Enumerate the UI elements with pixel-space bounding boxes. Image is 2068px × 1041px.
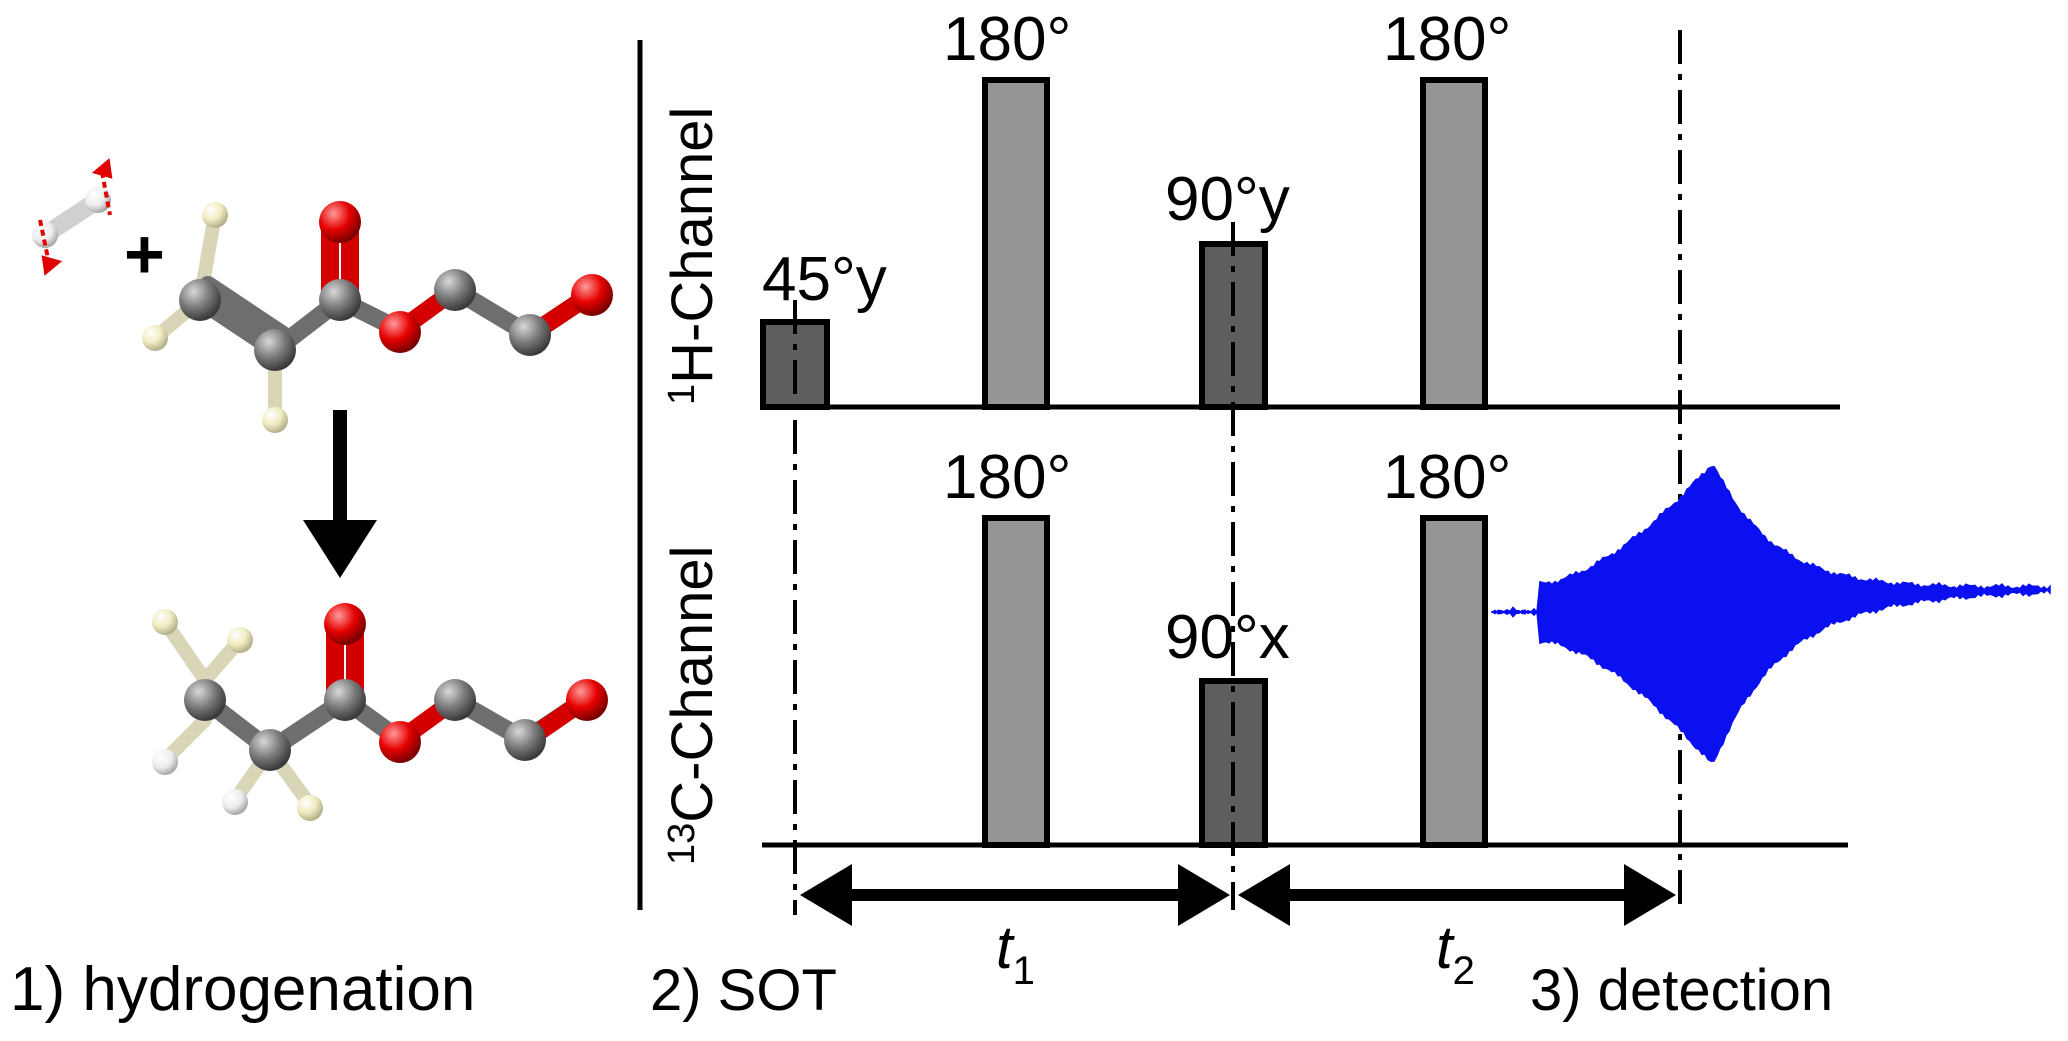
t1-label: t1 xyxy=(996,914,1035,993)
proton-pulse-180-a xyxy=(982,77,1050,410)
hydrogen-atom xyxy=(262,407,288,433)
pulse-label-180-c2: 180° xyxy=(1383,443,1511,512)
reactant-molecule xyxy=(142,201,613,433)
carbon-atom xyxy=(324,679,366,721)
down-arrow-icon xyxy=(303,410,377,578)
oxygen-atom xyxy=(324,603,366,645)
spin-arrow-icon xyxy=(38,158,113,276)
pulse-label-90y: 90°y xyxy=(1165,165,1290,234)
oxygen-atom xyxy=(379,311,421,353)
pulse-label-180-h1: 180° xyxy=(943,5,1071,74)
carbon-atom xyxy=(434,679,476,721)
t1-interval-arrow xyxy=(800,864,1230,926)
hydrogen-atom xyxy=(297,795,323,821)
proton-pulse-180-b xyxy=(1420,77,1488,410)
pulse-sequence-panel: 1H-Channel 13C-Channel 45°y 180° 90°y 18… xyxy=(637,5,2051,1023)
oxygen-atom xyxy=(319,201,361,243)
pulse-label-45y: 45°y xyxy=(762,245,887,314)
carbon-atom xyxy=(184,679,226,721)
t2-interval-arrow xyxy=(1238,864,1676,926)
pulse-label-180-h2: 180° xyxy=(1383,5,1511,74)
oxygen-atom xyxy=(566,679,608,721)
carbon-pulse-180-b xyxy=(1420,515,1488,848)
hydrogen-atom xyxy=(85,187,111,213)
oxygen-atom xyxy=(571,274,613,316)
hydrogen-atom xyxy=(152,609,178,635)
pulse-label-90x: 90°x xyxy=(1165,603,1290,672)
carbon-atom xyxy=(249,729,291,771)
hydrogenation-panel: + xyxy=(10,158,613,1024)
oxygen-atom xyxy=(379,721,421,763)
step-sot-label: 2) SOT xyxy=(650,958,837,1023)
hydrogen-atom xyxy=(202,202,228,228)
pulse-label-180-c1: 180° xyxy=(943,443,1071,512)
product-molecule xyxy=(152,603,608,821)
hydrogen-atom xyxy=(152,749,178,775)
para-hydrogen-molecule xyxy=(32,158,113,276)
t2-label: t2 xyxy=(1436,914,1475,993)
carbon-atom xyxy=(179,279,221,321)
carbon-atom xyxy=(509,314,551,356)
plus-sign: + xyxy=(124,215,165,293)
proton-channel-label: 1H-Channel xyxy=(660,107,725,405)
hydrogen-atom xyxy=(142,325,168,351)
hydrogen-atom xyxy=(227,627,253,653)
step-detection-label: 3) detection xyxy=(1530,958,1833,1023)
carbon-pulse-180-a xyxy=(982,515,1050,848)
step-hydrogenation-label: 1) hydrogenation xyxy=(10,955,475,1024)
carbon-atom xyxy=(504,719,546,761)
carbon-channel-label: 13C-Channel xyxy=(660,545,725,865)
carbon-atom xyxy=(254,329,296,371)
carbon-atom xyxy=(319,279,361,321)
fid-signal-trace xyxy=(1491,465,2051,762)
carbon-atom xyxy=(434,269,476,311)
hydrogen-atom xyxy=(222,789,248,815)
